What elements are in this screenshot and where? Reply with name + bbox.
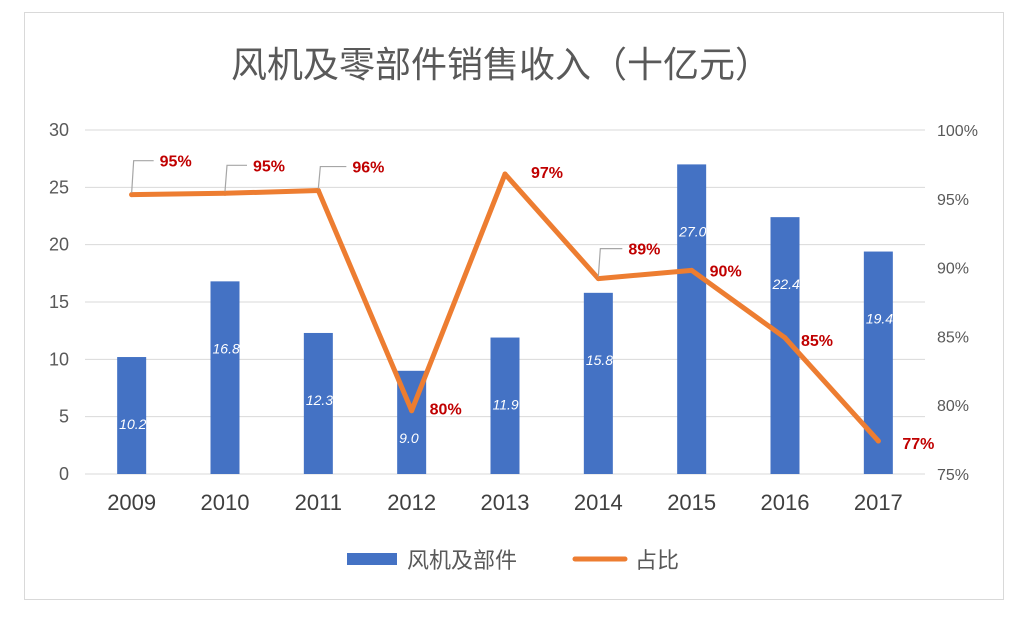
label-leader-line <box>317 165 347 189</box>
bar-value-label: 16.8 <box>213 340 240 356</box>
bar-value-label: 27.0 <box>678 223 706 239</box>
line-point <box>502 171 508 177</box>
label-leader-line <box>131 160 154 193</box>
y-tick-label: 15 <box>49 292 69 312</box>
line-point <box>129 192 135 198</box>
line-point <box>875 438 881 444</box>
legend-bar-label: 风机及部件 <box>407 549 517 574</box>
legend-bar-swatch <box>347 553 397 565</box>
line-value-label: 80% <box>430 402 462 419</box>
bar <box>677 164 707 474</box>
labels-layer: 95% 95% 96% 80% 97% 89% 90% 85% 77% <box>131 154 934 453</box>
line-layer <box>129 171 881 444</box>
chart-title: 风机及零部件销售收入（十亿元） <box>231 45 771 86</box>
x-tick-label: 2009 <box>107 490 156 515</box>
y2-tick-label: 85% <box>937 329 969 346</box>
y2-tick-label: 100% <box>937 123 978 140</box>
chart-svg: 风机及零部件销售收入（十亿元） 10.2 16.8 12.3 9.0 11.9 15.8 2… <box>49 45 978 574</box>
bar <box>490 337 520 474</box>
y2-tick-label: 90% <box>937 261 969 278</box>
bar <box>210 281 240 474</box>
bar-value-label: 9.0 <box>399 430 419 446</box>
y2-tick-label: 75% <box>937 467 969 484</box>
y2-tick-label: 80% <box>937 398 969 415</box>
label-leader-line <box>597 248 623 277</box>
chart-frame: 风机及零部件销售收入（十亿元） 10.2 16.8 12.3 9.0 11.9 15.8 2… <box>24 12 1004 600</box>
bar-value-label: 10.2 <box>119 416 146 432</box>
line-value-label: 89% <box>628 242 660 259</box>
line-value-label: 95% <box>160 154 192 171</box>
legend-line-label: 占比 <box>635 549 679 574</box>
line-point <box>782 335 788 341</box>
line-value-label: 85% <box>801 333 833 350</box>
label-leader-line <box>224 164 247 192</box>
y-tick-label: 10 <box>49 349 69 369</box>
y-tick-label: 20 <box>49 235 69 255</box>
x-tick-label: 2016 <box>761 490 810 515</box>
axes-layer: 0 5 10 15 20 25 30 75% 80% 85% 90% 95% 100% 2009 2010 2… <box>49 120 978 515</box>
bars-layer: 10.2 16.8 12.3 9.0 11.9 15.8 27.0 22.4 19.4 <box>117 164 893 474</box>
y-tick-label: 0 <box>59 464 69 484</box>
line-value-label: 90% <box>710 263 742 280</box>
x-tick-label: 2010 <box>201 490 250 515</box>
line-value-label: 77% <box>902 436 934 453</box>
bar-value-label: 15.8 <box>586 352 613 368</box>
y2-tick-label: 95% <box>937 192 969 209</box>
x-tick-label: 2011 <box>295 490 342 515</box>
line-value-label: 96% <box>352 160 384 177</box>
x-tick-label: 2015 <box>667 490 716 515</box>
bar-value-label: 11.9 <box>493 397 519 413</box>
y-tick-label: 25 <box>49 177 69 197</box>
x-tick-label: 2012 <box>387 490 436 515</box>
x-tick-label: 2013 <box>481 490 530 515</box>
bar-value-label: 12.3 <box>306 392 333 408</box>
line-point <box>315 188 321 194</box>
line-value-label: 95% <box>253 158 285 175</box>
line-point <box>222 190 228 196</box>
legend: 风机及部件 占比 <box>347 549 679 574</box>
y-tick-label: 5 <box>59 407 69 427</box>
x-tick-label: 2014 <box>574 490 623 515</box>
line-point <box>689 267 695 273</box>
line-value-label: 97% <box>531 165 563 182</box>
line-point <box>595 276 601 282</box>
line-point <box>409 408 415 414</box>
bar-value-label: 22.4 <box>772 276 800 292</box>
bar <box>303 332 333 474</box>
bar <box>117 357 147 474</box>
bar <box>583 292 613 474</box>
x-tick-label: 2017 <box>854 490 903 515</box>
bar-value-label: 19.4 <box>866 311 893 327</box>
y-tick-label: 30 <box>49 120 69 140</box>
bar <box>863 251 893 474</box>
